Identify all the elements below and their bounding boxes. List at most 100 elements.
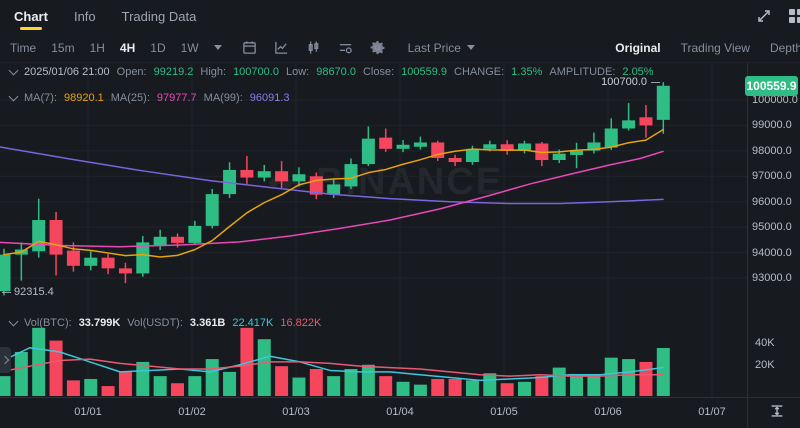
volume-bar [14,351,28,396]
candle-wick [90,251,92,271]
volume-bar [587,376,601,396]
active-tab-underline [19,27,42,30]
layout-grid-icon[interactable] [788,8,800,24]
tab-chart-label: Chart [14,9,48,24]
view-tab-original[interactable]: Original [615,40,661,55]
view-tab-trading-view[interactable]: Trading View [680,40,750,55]
calendar-icon [242,41,256,54]
volume-bar [518,381,531,396]
amplitude-value: 2.05% [622,66,654,78]
volume-bar [500,383,514,396]
pane-expand-button[interactable] [0,347,11,373]
price-scale-fit-button[interactable] [768,402,786,420]
vol-usdt-value: 3.361B [189,317,226,329]
candle-wick [142,236,144,277]
open-value: 99219.2 [153,66,194,78]
candle-wick [72,242,75,272]
candle-wick [489,140,491,152]
interval-1h[interactable]: 1H [89,40,105,55]
candle-body [32,220,46,252]
interval-1w[interactable]: 1W [180,40,199,55]
price-axis-label: 97000.0 [752,170,792,183]
candle-wick [541,141,543,167]
price-axis-label: 98000.0 [752,144,792,157]
indicators-button[interactable] [338,40,353,55]
collapse-ohlc-chevron-icon[interactable] [8,65,19,75]
volume-bar [309,369,323,396]
volume-bar [275,366,289,396]
volume-bar [205,359,219,396]
view-tab-depth[interactable]: Depth [769,40,800,55]
tab-trading-data[interactable]: Trading Data [122,0,197,33]
candle-wick [176,233,179,248]
change-label: CHANGE: [454,66,505,78]
last-price-caret-icon [466,45,475,50]
volume-bar [292,377,306,396]
chart-style-candles-button[interactable] [306,40,321,55]
volume-bar [570,376,584,396]
expand-fullscreen-icon[interactable] [756,8,772,24]
tab-info[interactable]: Info [74,0,96,33]
ohlc-info-row: 2025/01/06 21:00 Open: 99219.2 High: 100… [8,65,654,78]
chart-settings-button[interactable] [370,40,385,55]
candle-body [656,85,670,120]
candle-body [604,128,618,148]
volume-axis-label-40k: 40K [755,337,775,349]
vol-ma5-value: 22.417K [232,317,274,329]
last-price-dropdown[interactable]: Last Price [408,41,475,55]
volume-bar [639,361,653,396]
watermark-text: BINANCE [316,161,504,203]
volume-bar [483,373,497,396]
collapse-volume-chevron-icon[interactable] [8,316,19,326]
candle-body [622,120,636,129]
volume-bar [344,369,358,396]
chart-style-line-button[interactable] [274,40,289,55]
candle-wick [159,229,161,251]
volume-bar [361,364,375,396]
volume-bar [136,361,150,396]
date-range-button[interactable] [242,40,257,55]
candle-body [171,236,184,243]
candle-body [49,220,63,255]
interval-4h[interactable]: 4H [119,40,136,55]
line-chart-icon [274,41,287,54]
volume-bar [431,378,445,396]
last-price-tag: 100559.9 [745,76,798,96]
ma25-label: MA(25): [110,92,150,104]
candle-body [431,142,445,158]
tab-chart[interactable]: Chart [14,0,48,33]
interval-time[interactable]: Time [10,40,37,55]
candle-body [587,142,601,151]
interval-15m[interactable]: 15m [51,40,75,55]
collapse-ma-chevron-icon[interactable] [8,91,19,101]
volume-bar [32,327,46,396]
chevron-right-icon [0,355,9,365]
interval-dropdown-caret-icon[interactable] [213,45,222,50]
low-marker-dash [2,292,11,293]
close-label: Close: [362,66,395,78]
candle-body [518,143,531,151]
volume-bar [604,357,618,396]
low-label: Low: [285,66,310,78]
candle-body [153,236,167,246]
binance-logo-icon [268,175,304,190]
candle-body [101,257,115,269]
volume-bar [622,359,636,396]
volume-bar [223,371,237,396]
candle-wick [402,139,404,153]
low-price-marker: 92315.4 [14,286,54,298]
tab-trading-data-label: Trading Data [121,9,197,24]
candle-wick [506,140,508,155]
interval-1d[interactable]: 1D [150,40,166,55]
time-axis-label: 01/04 [386,406,414,418]
candle-wick [246,155,248,184]
price-axis-label: 99000.0 [752,119,792,132]
open-label: Open: [116,66,147,78]
candle-wick [228,162,231,198]
volume-bar [448,378,462,396]
candle-datetime: 2025/01/06 21:00 [24,66,110,78]
volume-ma10-line [0,358,664,377]
candle-body [223,169,237,195]
